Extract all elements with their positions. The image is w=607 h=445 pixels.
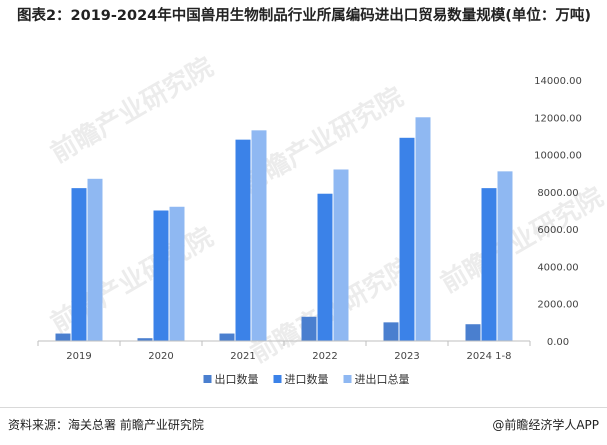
bar-1-5 (383, 322, 399, 341)
footer: 资料来源：海关总署 前瞻产业研究院 @前瞻经济学人APP (0, 407, 607, 445)
bar-1-6 (465, 324, 481, 341)
y-tick-label: 0.00 (547, 337, 569, 348)
x-tick-label: 2024 1-8 (467, 351, 512, 362)
y-tick-label: 8000.00 (537, 188, 578, 199)
legend-label: 进口数量 (285, 373, 329, 386)
bar-2-5 (399, 137, 415, 341)
bar-3-6 (497, 171, 513, 341)
x-tick-label: 2019 (66, 351, 91, 362)
bar-2-3 (235, 139, 251, 341)
bar-2-4 (317, 193, 333, 341)
bar-2-6 (481, 188, 497, 341)
brand-label: @前瞻经济学人APP (492, 418, 599, 432)
legend-swatch (203, 375, 212, 383)
bar-1-4 (301, 316, 317, 341)
legend-label: 出口数量 (215, 372, 259, 386)
bar-2-2 (153, 210, 169, 341)
x-tick-label: 2022 (312, 351, 337, 362)
y-tick-label: 12000.00 (534, 113, 582, 124)
bar-2-1 (71, 188, 87, 341)
x-tick-label: 2023 (394, 351, 419, 362)
bar-3-1 (87, 178, 103, 341)
bar-3-2 (169, 206, 185, 341)
y-tick-label: 4000.00 (537, 262, 578, 273)
y-tick-label: 10000.00 (534, 151, 582, 162)
bar-3-5 (415, 117, 431, 342)
source-note: 资料来源：海关总署 前瞻产业研究院 (8, 418, 204, 432)
legend-label: 进出口总量 (355, 372, 410, 386)
x-tick-label: 2021 (230, 351, 255, 362)
y-tick-label: 6000.00 (537, 225, 578, 236)
bar-1-3 (219, 333, 235, 341)
bar-3-4 (333, 169, 349, 341)
y-tick-label: 14000.00 (534, 76, 582, 87)
legend-swatch (343, 375, 352, 383)
bar-3-3 (251, 130, 267, 341)
bar-1-2 (137, 338, 153, 341)
chart-title: 图表2：2019-2024年中国兽用生物制品行业所属编码进出口贸易数量规模(单位… (16, 8, 592, 24)
bar-chart: 2019 2020 2021 2022 2023 2024 1-8 0.00 2000.00… (37, 76, 582, 386)
y-tick-label: 2000.00 (537, 300, 578, 311)
bar-1-1 (55, 333, 71, 341)
legend-swatch (273, 375, 282, 383)
x-tick-label: 2020 (148, 351, 173, 362)
